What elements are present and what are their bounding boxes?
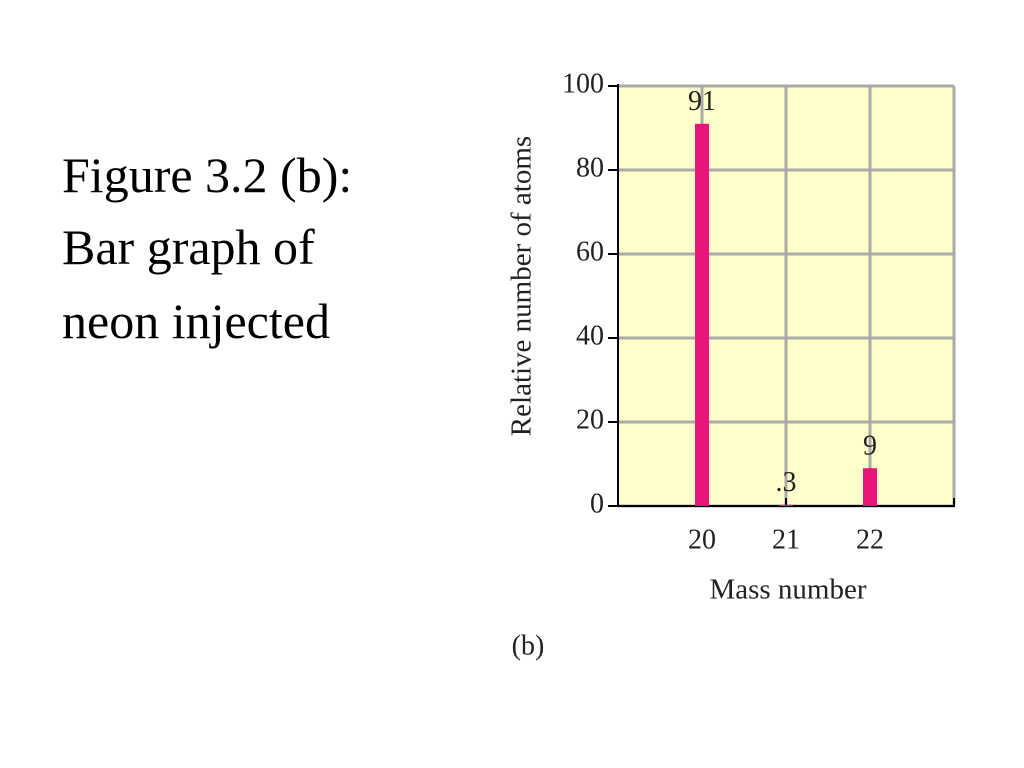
y-tick-label: 40: [576, 320, 604, 351]
value-label: 9: [863, 431, 877, 462]
bar: [863, 468, 877, 506]
y-axis-title: Relative number of atoms: [506, 136, 538, 436]
caption-line: neon injected: [62, 293, 330, 349]
y-tick-label: 80: [576, 152, 604, 183]
y-tick-label: 100: [562, 68, 604, 99]
value-label: .3: [776, 467, 797, 498]
bar: [695, 123, 709, 507]
x-tick-label: 21: [772, 524, 800, 555]
y-tick-label: 0: [590, 488, 604, 519]
caption-line: Bar graph of: [62, 219, 315, 275]
panel-label: (b): [512, 630, 545, 661]
y-tick-label: 60: [576, 236, 604, 267]
value-label: 91: [688, 86, 716, 117]
x-tick-label: 22: [856, 524, 884, 555]
bar: [779, 504, 793, 506]
x-tick-label: 20: [688, 524, 716, 555]
y-tick-label: 20: [576, 404, 604, 435]
caption-line: Figure 3.2 (b):: [62, 147, 352, 203]
x-axis-title: Mass number: [709, 574, 866, 606]
